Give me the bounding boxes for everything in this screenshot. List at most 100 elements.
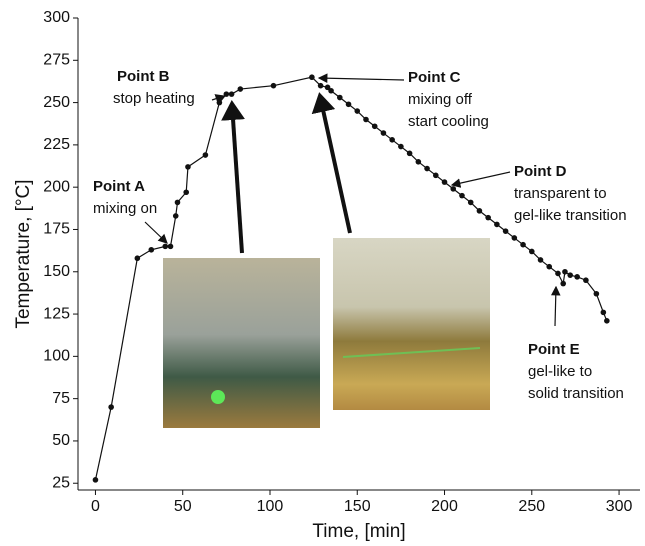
data-point [354, 108, 361, 114]
data-point [172, 213, 179, 219]
laser-spot [211, 390, 225, 404]
data-point [406, 150, 413, 157]
data-point [223, 91, 230, 97]
y-tick-label: 300 [43, 9, 70, 26]
annotation-title: Point A [93, 178, 145, 195]
data-point [216, 99, 223, 106]
data-point [432, 172, 439, 179]
data-point [92, 477, 99, 483]
x-tick-label: 0 [91, 498, 100, 515]
data-point [560, 280, 567, 287]
data-point [237, 86, 244, 92]
annotation-title: Point B [117, 68, 170, 85]
x-tick-label: 150 [344, 498, 371, 515]
data-point [537, 257, 544, 263]
arrow [211, 94, 226, 104]
arrows [144, 73, 561, 327]
data-point [328, 87, 334, 94]
data-point [567, 272, 573, 278]
data-point [450, 186, 457, 192]
data-point [459, 192, 465, 199]
data-point [309, 74, 315, 81]
data-point [324, 84, 331, 91]
x-tick-label: 50 [174, 498, 192, 515]
photo [333, 238, 490, 410]
annotation-text: solid transition [528, 385, 624, 402]
data-point [134, 255, 141, 262]
arrow [317, 73, 405, 83]
data-point [476, 208, 483, 214]
arrow [144, 221, 168, 244]
arrow [311, 92, 352, 234]
x-tick-label: 300 [606, 498, 633, 515]
y-axis-label: Temperature, [°C] [13, 179, 34, 328]
data-point [546, 263, 553, 270]
laser-line [342, 347, 481, 358]
data-point [511, 235, 518, 241]
data-point [441, 179, 448, 185]
data-point [562, 268, 568, 275]
data-point [583, 277, 589, 284]
data-point [345, 101, 352, 108]
data-point [162, 243, 169, 250]
annotation-title: Point E [528, 341, 580, 358]
data-point [317, 82, 324, 89]
arrow [221, 100, 246, 254]
annotation-text: gel-like transition [514, 207, 627, 224]
arrow [450, 171, 511, 188]
annotation-title: Point D [514, 163, 567, 180]
data-point [270, 82, 277, 89]
data-point [389, 137, 395, 143]
data-point [555, 270, 561, 277]
y-tick-label: 25 [52, 474, 70, 491]
data-point [600, 309, 607, 316]
data-point [337, 94, 343, 101]
data-point [415, 158, 422, 165]
y-tick-label: 275 [43, 52, 70, 69]
data-point [167, 243, 174, 250]
y-tick-label: 150 [43, 263, 70, 280]
data-point [108, 404, 114, 410]
x-tick-label: 100 [257, 498, 284, 515]
y-tick-label: 250 [43, 94, 70, 111]
y-tick-label: 225 [43, 136, 70, 153]
data-point [467, 199, 474, 206]
data-point [520, 241, 526, 248]
y-tick-label: 125 [43, 305, 70, 322]
data-point [371, 123, 378, 130]
annotation-text: mixing off [408, 91, 473, 108]
data-point [604, 318, 610, 324]
arrow [550, 285, 561, 327]
data-point [494, 221, 500, 228]
annotation-text: mixing on [93, 200, 157, 217]
data-point [363, 116, 369, 123]
data-point [424, 165, 430, 172]
data-point [148, 246, 155, 253]
data-point [185, 164, 191, 170]
data-point [574, 274, 580, 280]
annotation-text: transparent to [514, 185, 607, 202]
y-tick-label: 50 [52, 432, 70, 449]
y-tick-label: 200 [43, 178, 70, 195]
x-axis-label: Time, [min] [312, 521, 405, 542]
data-point [380, 130, 387, 136]
y-tick-label: 100 [43, 348, 70, 365]
y-tick-label: 175 [43, 221, 70, 238]
photo-frames [163, 238, 490, 428]
annotation-text: start cooling [408, 113, 489, 130]
data-point [485, 214, 491, 221]
data-point [528, 248, 535, 255]
x-tick-label: 250 [518, 498, 545, 515]
annotation-text: stop heating [113, 90, 195, 107]
data-point [228, 91, 235, 97]
photo [163, 258, 320, 428]
data-point [593, 290, 600, 297]
data-point [202, 152, 209, 158]
data-point [502, 228, 509, 234]
data-point [398, 143, 404, 150]
data-point [174, 199, 181, 206]
annotation-text: gel-like to [528, 363, 592, 380]
data-point [183, 189, 190, 196]
annotation-title: Point C [408, 69, 461, 86]
